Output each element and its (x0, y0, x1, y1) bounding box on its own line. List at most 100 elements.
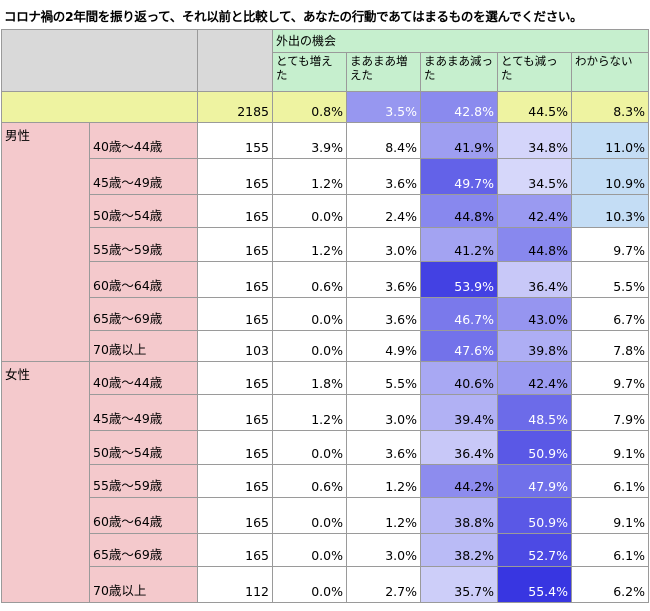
percent-cell: 0.0% (272, 330, 347, 362)
sample-size: 165 (197, 464, 273, 498)
percent-cell: 3.0% (346, 533, 421, 567)
sample-size: 165 (197, 194, 273, 228)
percent-cell: 9.7% (571, 361, 649, 395)
age-label: 45歳～49歳 (89, 158, 198, 195)
table-row: 45歳～49歳 165 1.2% 3.0% 39.4% 48.5% 7.9% (2, 394, 649, 431)
percent-cell: 9.1% (571, 497, 649, 534)
total-label-cell (1, 91, 198, 123)
column-header: とても増えた (272, 52, 347, 92)
percent-cell: 38.2% (420, 533, 498, 567)
percent-cell: 39.4% (420, 394, 498, 431)
table-row: 65歳～69歳 165 0.0% 3.6% 46.7% 43.0% 6.7% (2, 297, 649, 331)
table-row: 55歳～59歳 165 1.2% 3.0% 41.2% 44.8% 9.7% (2, 227, 649, 262)
percent-cell: 35.7% (420, 566, 498, 603)
sample-size: 165 (197, 261, 273, 298)
percent-cell: 55.4% (497, 566, 572, 603)
percent-cell: 42.4% (497, 194, 572, 228)
age-label: 50歳～54歳 (89, 430, 198, 465)
percent-cell: 0.6% (272, 261, 347, 298)
total-value: 0.8% (272, 91, 347, 123)
percent-cell: 3.6% (346, 297, 421, 331)
total-value: 44.5% (497, 91, 572, 123)
percent-cell: 1.2% (272, 394, 347, 431)
column-header: わからない (571, 52, 649, 92)
total-n: 2185 (197, 91, 273, 123)
table-row: 50歳～54歳 165 0.0% 3.6% 36.4% 50.9% 9.1% (2, 430, 649, 465)
percent-cell: 3.6% (346, 261, 421, 298)
percent-cell: 6.1% (571, 533, 649, 567)
gender-label: 女性 (1, 361, 90, 603)
percent-cell: 1.8% (272, 361, 347, 395)
age-label: 40歳～44歳 (89, 361, 198, 395)
sample-size: 165 (197, 227, 273, 262)
percent-cell: 7.9% (571, 394, 649, 431)
age-label: 60歳～64歳 (89, 497, 198, 534)
percent-cell: 47.6% (420, 330, 498, 362)
percent-cell: 34.8% (497, 122, 572, 159)
total-value: 42.8% (420, 91, 498, 123)
gender-label: 男性 (1, 122, 90, 362)
age-label: 40歳～44歳 (89, 122, 198, 159)
group-header: 外出の機会 (272, 29, 649, 53)
percent-cell: 6.2% (571, 566, 649, 603)
percent-cell: 53.9% (420, 261, 498, 298)
percent-cell: 3.0% (346, 394, 421, 431)
percent-cell: 47.9% (497, 464, 572, 498)
sample-size: 155 (197, 122, 273, 159)
column-header: まあまあ増えた (346, 52, 421, 92)
percent-cell: 34.5% (497, 158, 572, 195)
table-row: 60歳～64歳 165 0.0% 1.2% 38.8% 50.9% 9.1% (2, 497, 649, 534)
percent-cell: 3.6% (346, 158, 421, 195)
age-label: 70歳以上 (89, 330, 198, 362)
percent-cell: 0.0% (272, 497, 347, 534)
percent-cell: 36.4% (420, 430, 498, 465)
percent-cell: 3.0% (346, 227, 421, 262)
table-row: 60歳～64歳 165 0.6% 3.6% 53.9% 36.4% 5.5% (2, 261, 649, 298)
results-table: 外出の機会 とても増えた まあまあ増えた まあまあ減った とても減った わからない 21… (1, 29, 649, 603)
percent-cell: 1.2% (346, 497, 421, 534)
percent-cell: 4.9% (346, 330, 421, 362)
percent-cell: 41.2% (420, 227, 498, 262)
table-row: 45歳～49歳 165 1.2% 3.6% 49.7% 34.5% 10.9% (2, 158, 649, 195)
percent-cell: 0.0% (272, 566, 347, 603)
percent-cell: 9.7% (571, 227, 649, 262)
table-row: 女性 40歳～44歳 165 1.8% 5.5% 40.6% 42.4% 9.7% (1, 361, 649, 603)
age-label: 65歳～69歳 (89, 297, 198, 331)
percent-cell: 10.9% (571, 158, 649, 195)
percent-cell: 5.5% (571, 261, 649, 298)
percent-cell: 44.2% (420, 464, 498, 498)
sample-size: 165 (197, 158, 273, 195)
percent-cell: 7.8% (571, 330, 649, 362)
percent-cell: 50.9% (497, 430, 572, 465)
age-label: 65歳～69歳 (89, 533, 198, 567)
sample-size: 165 (197, 497, 273, 534)
age-label: 55歳～59歳 (89, 464, 198, 498)
percent-cell: 0.0% (272, 533, 347, 567)
percent-cell: 50.9% (497, 497, 572, 534)
sample-size: 165 (197, 361, 273, 395)
percent-cell: 11.0% (571, 122, 649, 159)
percent-cell: 6.1% (571, 464, 649, 498)
percent-cell: 8.4% (346, 122, 421, 159)
percent-cell: 49.7% (420, 158, 498, 195)
table-row: 70歳以上 112 0.0% 2.7% 35.7% 55.4% 6.2% (2, 566, 649, 603)
percent-cell: 9.1% (571, 430, 649, 465)
percent-cell: 46.7% (420, 297, 498, 331)
table-row: 65歳～69歳 165 0.0% 3.0% 38.2% 52.7% 6.1% (2, 533, 649, 567)
percent-cell: 10.3% (571, 194, 649, 228)
percent-cell: 3.9% (272, 122, 347, 159)
percent-cell: 48.5% (497, 394, 572, 431)
percent-cell: 44.8% (497, 227, 572, 262)
column-header: とても減った (497, 52, 572, 92)
percent-cell: 44.8% (420, 194, 498, 228)
percent-cell: 39.8% (497, 330, 572, 362)
age-label: 60歳～64歳 (89, 261, 198, 298)
percent-cell: 1.2% (272, 227, 347, 262)
percent-cell: 5.5% (346, 361, 421, 395)
percent-cell: 38.8% (420, 497, 498, 534)
percent-cell: 0.0% (272, 297, 347, 331)
percent-cell: 0.0% (272, 430, 347, 465)
sample-size: 165 (197, 533, 273, 567)
percent-cell: 0.0% (272, 194, 347, 228)
total-value: 8.3% (571, 91, 649, 123)
